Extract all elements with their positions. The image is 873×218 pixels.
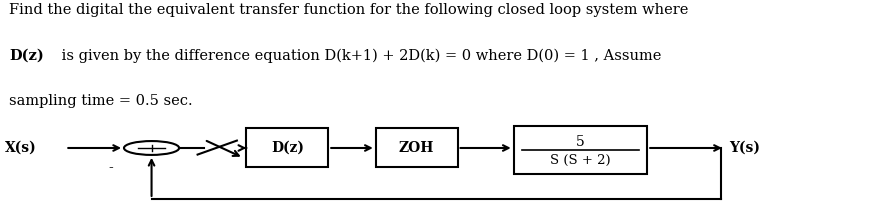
- FancyBboxPatch shape: [375, 128, 457, 167]
- Text: X(s): X(s): [5, 141, 37, 155]
- Text: 5: 5: [576, 135, 585, 149]
- Text: Y(s): Y(s): [729, 141, 760, 155]
- Text: -: -: [108, 161, 113, 175]
- FancyBboxPatch shape: [513, 126, 647, 174]
- Text: sampling time = 0.5 sec.: sampling time = 0.5 sec.: [10, 94, 193, 108]
- Text: S (S + 2): S (S + 2): [550, 154, 611, 167]
- Text: ZOH: ZOH: [399, 141, 435, 155]
- Text: Find the digital the equivalent transfer function for the following closed loop : Find the digital the equivalent transfer…: [10, 3, 689, 17]
- Text: D(z): D(z): [271, 141, 304, 155]
- Text: is given by the difference equation D(k+1) + 2D(k) = 0 where D(0) = 1 , Assume: is given by the difference equation D(k+…: [57, 48, 661, 63]
- FancyBboxPatch shape: [246, 128, 328, 167]
- Text: D(z): D(z): [10, 48, 44, 62]
